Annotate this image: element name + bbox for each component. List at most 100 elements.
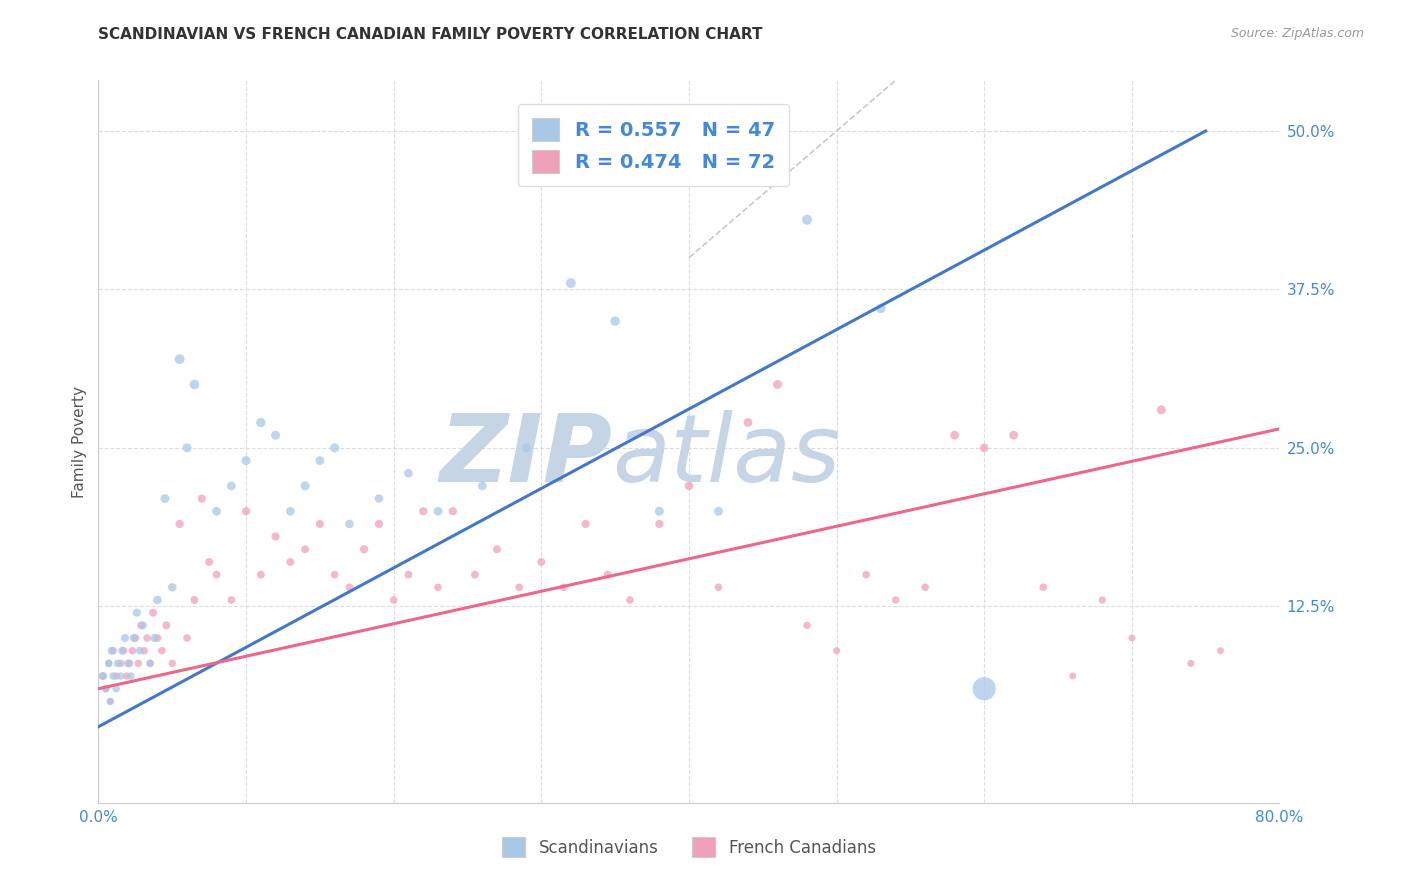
Point bbox=[973, 441, 995, 455]
Point bbox=[619, 593, 641, 607]
Point bbox=[250, 416, 273, 430]
Point bbox=[146, 631, 169, 645]
Point bbox=[471, 479, 494, 493]
Point bbox=[398, 467, 420, 481]
Point bbox=[110, 669, 132, 683]
Point bbox=[143, 631, 166, 645]
Point bbox=[914, 580, 936, 594]
Point bbox=[235, 453, 257, 467]
Point bbox=[136, 631, 159, 645]
Y-axis label: Family Poverty: Family Poverty bbox=[72, 385, 87, 498]
Point bbox=[678, 479, 700, 493]
Point bbox=[323, 441, 346, 455]
Point bbox=[176, 631, 198, 645]
Legend: Scandinavians, French Canadians: Scandinavians, French Canadians bbox=[492, 828, 886, 867]
Point bbox=[294, 479, 316, 493]
Point bbox=[94, 681, 117, 696]
Point bbox=[250, 567, 273, 582]
Point bbox=[103, 643, 125, 657]
Point bbox=[855, 567, 877, 582]
Text: SCANDINAVIAN VS FRENCH CANADIAN FAMILY POVERTY CORRELATION CHART: SCANDINAVIAN VS FRENCH CANADIAN FAMILY P… bbox=[98, 27, 763, 42]
Point bbox=[368, 516, 391, 531]
Point bbox=[134, 643, 156, 657]
Point bbox=[707, 580, 730, 594]
Point bbox=[124, 631, 146, 645]
Point bbox=[575, 516, 598, 531]
Point bbox=[129, 618, 152, 632]
Point bbox=[323, 567, 346, 582]
Point bbox=[870, 301, 893, 316]
Point bbox=[264, 428, 287, 442]
Point bbox=[117, 657, 139, 671]
Point bbox=[1209, 643, 1232, 657]
Point bbox=[183, 593, 205, 607]
Point bbox=[516, 441, 538, 455]
Point bbox=[825, 643, 848, 657]
Point bbox=[1002, 428, 1025, 442]
Point bbox=[139, 657, 162, 671]
Point bbox=[294, 542, 316, 557]
Point bbox=[153, 491, 176, 506]
Point bbox=[91, 669, 114, 683]
Point bbox=[1180, 657, 1202, 671]
Point bbox=[530, 555, 553, 569]
Point bbox=[508, 580, 530, 594]
Point bbox=[146, 593, 169, 607]
Point bbox=[412, 504, 434, 518]
Point bbox=[1032, 580, 1054, 594]
Point bbox=[427, 504, 450, 518]
Point bbox=[191, 491, 214, 506]
Point bbox=[1062, 669, 1084, 683]
Point bbox=[155, 618, 177, 632]
Point bbox=[100, 643, 122, 657]
Point bbox=[125, 606, 148, 620]
Point bbox=[943, 428, 966, 442]
Text: Source: ZipAtlas.com: Source: ZipAtlas.com bbox=[1230, 27, 1364, 40]
Point bbox=[1121, 631, 1143, 645]
Point bbox=[221, 479, 243, 493]
Point bbox=[98, 694, 121, 708]
Point bbox=[973, 681, 995, 696]
Point bbox=[884, 593, 907, 607]
Point bbox=[97, 657, 120, 671]
Point bbox=[128, 643, 150, 657]
Point bbox=[205, 567, 228, 582]
Point bbox=[94, 681, 117, 696]
Point bbox=[309, 453, 332, 467]
Point bbox=[707, 504, 730, 518]
Point bbox=[280, 555, 302, 569]
Point bbox=[118, 657, 141, 671]
Point bbox=[162, 580, 183, 594]
Point bbox=[114, 631, 136, 645]
Point bbox=[91, 669, 114, 683]
Text: ZIP: ZIP bbox=[439, 410, 612, 502]
Point bbox=[796, 212, 818, 227]
Point bbox=[353, 542, 375, 557]
Point bbox=[169, 352, 191, 367]
Point bbox=[737, 416, 759, 430]
Point bbox=[560, 276, 582, 290]
Point bbox=[368, 491, 391, 506]
Point bbox=[105, 681, 128, 696]
Point bbox=[648, 516, 671, 531]
Point bbox=[112, 643, 135, 657]
Point bbox=[105, 669, 128, 683]
Point bbox=[441, 504, 464, 518]
Point bbox=[280, 504, 302, 518]
Text: atlas: atlas bbox=[612, 410, 841, 501]
Point bbox=[107, 657, 129, 671]
Point bbox=[198, 555, 221, 569]
Point bbox=[97, 657, 120, 671]
Point bbox=[766, 377, 789, 392]
Point bbox=[110, 657, 132, 671]
Point bbox=[98, 694, 121, 708]
Point bbox=[235, 504, 257, 518]
Point bbox=[796, 618, 818, 632]
Point bbox=[121, 643, 143, 657]
Point bbox=[183, 377, 205, 392]
Point bbox=[1150, 402, 1173, 417]
Point bbox=[264, 530, 287, 544]
Point bbox=[596, 567, 619, 582]
Point bbox=[111, 643, 134, 657]
Point bbox=[1091, 593, 1114, 607]
